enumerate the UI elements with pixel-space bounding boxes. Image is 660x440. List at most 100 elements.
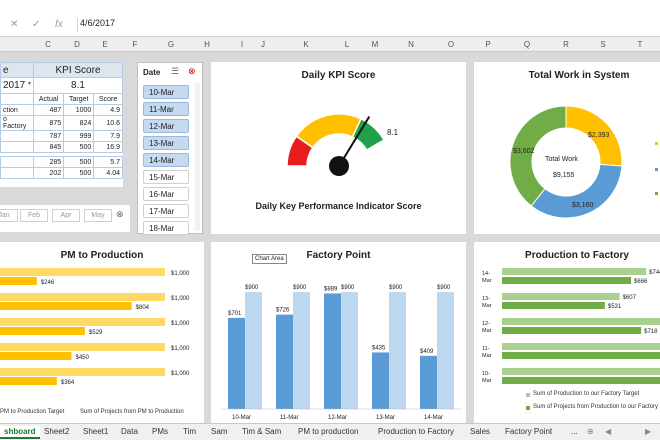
enter-icon[interactable]: ✓ xyxy=(32,19,41,30)
column-header[interactable]: T xyxy=(637,40,643,49)
column-header[interactable]: F xyxy=(132,40,138,49)
multi-select-icon[interactable]: ☰ xyxy=(171,66,180,76)
tab-factory-point[interactable]: Factory Point xyxy=(505,427,553,436)
tab-sales[interactable]: Sales xyxy=(470,427,491,436)
table-cell[interactable]: 845 xyxy=(32,141,65,153)
column-header[interactable]: I xyxy=(240,40,244,49)
gauge-panel[interactable]: Daily KPI Score 8.1 Daily Key Performanc… xyxy=(211,62,466,234)
kpi-score-cell[interactable]: 8.1 xyxy=(33,77,123,94)
scroll-left-icon[interactable]: ◀ xyxy=(605,427,612,436)
table-cell[interactable]: 285 xyxy=(32,156,65,168)
scroll-right-icon[interactable]: ▶ xyxy=(645,427,652,436)
tab-tim[interactable]: Tim xyxy=(183,427,197,436)
tab-tim-sam[interactable]: Tim & Sam xyxy=(242,427,282,436)
formula-input[interactable]: 4/6/2017 xyxy=(80,18,116,28)
legend-marker xyxy=(655,192,658,195)
tab-pm-to-production[interactable]: PM to production xyxy=(298,427,359,436)
table-cell[interactable]: 16.9 xyxy=(93,141,123,153)
tab-sam[interactable]: Sam xyxy=(211,427,228,436)
clear-filter-icon[interactable]: ⊗ xyxy=(116,209,124,219)
slicer-item[interactable]: 18-Mar xyxy=(143,221,189,235)
column-header[interactable]: N xyxy=(408,40,414,49)
column-header[interactable]: L xyxy=(344,40,350,49)
month-button[interactable]: May xyxy=(84,209,112,222)
row-label[interactable] xyxy=(0,167,34,179)
month-button[interactable]: Apr xyxy=(52,209,80,222)
add-sheet-icon[interactable]: ⊕ xyxy=(587,427,594,436)
row-label[interactable] xyxy=(0,156,34,168)
column-header[interactable]: J xyxy=(261,40,265,49)
table-row: 787 999 7.9 xyxy=(0,130,123,142)
tab-sheet2[interactable]: Sheet2 xyxy=(44,427,70,436)
production-factory-panel[interactable]: Production to Factory 14-Mar$744$66613-M… xyxy=(474,242,660,423)
tab-dashboard[interactable]: shboard xyxy=(0,426,40,439)
bar-label: $1,000 xyxy=(171,271,190,277)
table-cell[interactable]: 4.04 xyxy=(93,167,123,179)
actual-bar xyxy=(0,327,85,335)
row-label[interactable] xyxy=(0,141,34,153)
row-label[interactable]: ction xyxy=(0,104,34,116)
bar xyxy=(372,352,389,409)
table-cell[interactable]: 500 xyxy=(63,141,95,153)
table-cell[interactable]: 824 xyxy=(63,115,95,131)
table-cell[interactable]: 4.9 xyxy=(93,104,123,116)
table-cell[interactable]: 1000 xyxy=(63,104,95,116)
actual-bar xyxy=(0,302,132,310)
target-bar xyxy=(502,368,660,375)
column-header[interactable]: O xyxy=(447,40,455,49)
column-header[interactable]: E xyxy=(102,40,108,49)
table-cell[interactable]: 500 xyxy=(63,156,95,168)
slicer-item[interactable]: 12-Mar xyxy=(143,119,189,133)
slicer-item[interactable]: 11-Mar xyxy=(143,102,189,116)
table-cell[interactable]: 487 xyxy=(32,104,65,116)
month-button[interactable]: Feb xyxy=(20,209,48,222)
table-cell[interactable]: 5.7 xyxy=(93,156,123,168)
production-factory-chart: 14-Mar$744$66613-Mar$607$53112-Mar$71811… xyxy=(482,268,660,384)
column-header[interactable]: P xyxy=(485,40,491,49)
table-cell[interactable]: 202 xyxy=(32,167,65,179)
slicer-item[interactable]: 13-Mar xyxy=(143,136,189,150)
slicer-item[interactable]: 16-Mar xyxy=(143,187,189,201)
clear-filter-icon[interactable]: ⊗ xyxy=(188,66,196,76)
table-cell[interactable]: 787 xyxy=(32,130,65,142)
row-label[interactable] xyxy=(0,130,34,142)
table-cell[interactable]: 999 xyxy=(63,130,95,142)
insert-function-icon[interactable]: fx xyxy=(55,19,63,30)
kpi-date-cell[interactable]: 2017 ▾ xyxy=(0,77,34,94)
tab-data[interactable]: Data xyxy=(121,427,138,436)
slicer-item[interactable]: 17-Mar xyxy=(143,204,189,218)
scrollbar[interactable] xyxy=(195,83,200,231)
month-button[interactable]: Jan xyxy=(0,209,18,222)
column-header[interactable]: M xyxy=(371,40,379,49)
column-header[interactable]: R xyxy=(563,40,569,49)
factory-point-panel[interactable]: Factory Point Chart Area $701 $900 10-Mar $… xyxy=(211,242,466,423)
column-header[interactable]: G xyxy=(167,40,175,49)
slicer-item[interactable]: 14-Mar xyxy=(143,153,189,167)
bar-label: $1,000 xyxy=(171,346,190,352)
slicer-item[interactable]: 10-Mar xyxy=(143,85,189,99)
tab-pms[interactable]: PMs xyxy=(152,427,168,436)
table-cell[interactable]: 10.6 xyxy=(93,115,123,131)
column-header[interactable]: C xyxy=(45,40,51,49)
table-cell[interactable]: 500 xyxy=(63,167,95,179)
tab-production-to-factory[interactable]: Production to Factory xyxy=(378,427,455,436)
row-label[interactable]: o Factory xyxy=(0,115,34,131)
table-cell[interactable]: 875 xyxy=(32,115,65,131)
bar-label: $900 xyxy=(437,285,451,291)
column-header[interactable]: H xyxy=(204,40,210,49)
column-header[interactable]: S xyxy=(600,40,606,49)
cancel-icon[interactable]: ✕ xyxy=(10,19,19,30)
column-header[interactable]: D xyxy=(74,40,80,49)
tab-more[interactable]: ... xyxy=(571,427,578,436)
column-header[interactable]: Q xyxy=(523,40,531,49)
table-cell[interactable] xyxy=(0,93,34,105)
tab-sheet1[interactable]: Sheet1 xyxy=(83,427,109,436)
slicer-item[interactable]: 15-Mar xyxy=(143,170,189,184)
chart-title: PM to Production xyxy=(60,250,144,261)
dropdown-arrow-icon[interactable]: ▾ xyxy=(27,81,31,87)
pm-production-panel[interactable]: PM to Production $1,000 $246 $1,000 $804 $1,… xyxy=(0,242,204,423)
column-header[interactable]: K xyxy=(303,40,309,49)
table-cell[interactable]: 7.9 xyxy=(93,130,123,142)
donut-panel[interactable]: Total Work in System Total Work $9,155 $… xyxy=(474,62,660,234)
